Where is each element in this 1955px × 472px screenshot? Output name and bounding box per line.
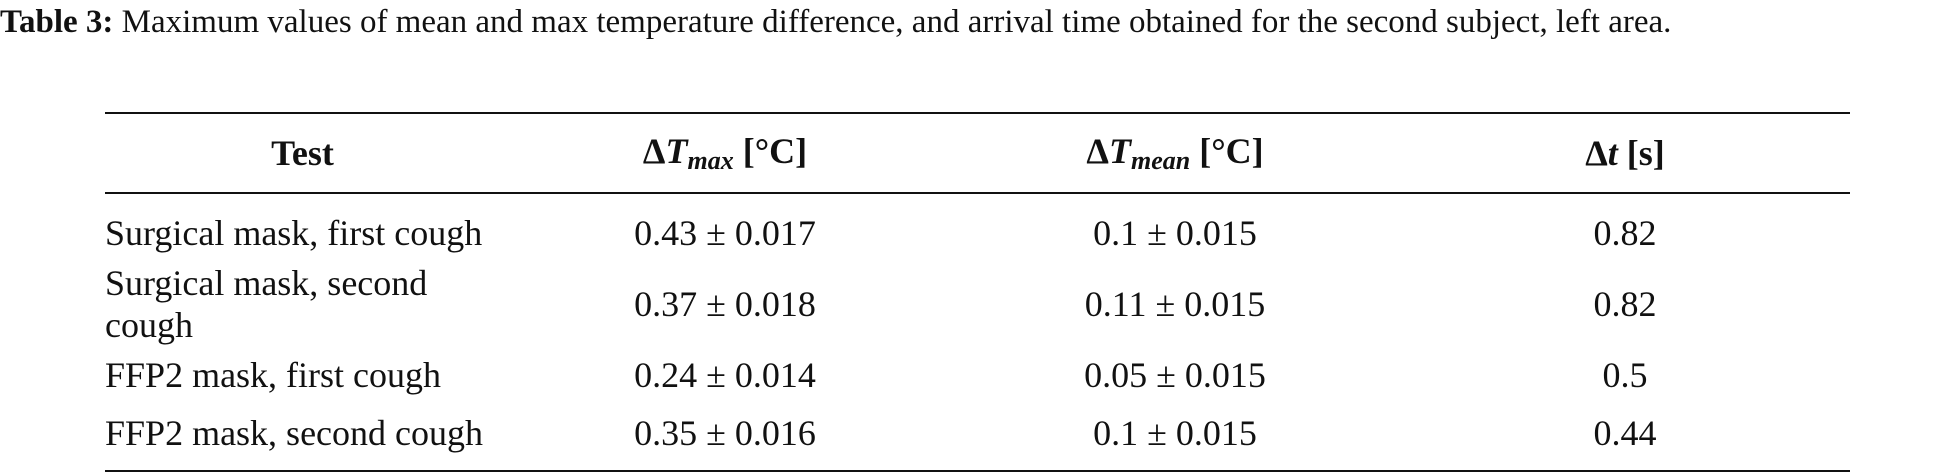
header-test: Test xyxy=(271,133,334,173)
cell-delta-t-max: 0.37 ± 0.018 xyxy=(634,284,816,324)
cell-delta-t-mean: 0.1 ± 0.015 xyxy=(1093,413,1257,453)
header-delta-time: Δt [s] xyxy=(1585,133,1665,173)
cell-delta-time: 0.82 xyxy=(1593,284,1657,324)
cell-test: Surgical mask, first cough xyxy=(105,213,483,253)
table-row: FFP2 mask, first cough 0.24 ± 0.014 0.05… xyxy=(105,346,1850,404)
cell-delta-time: 0.82 xyxy=(1593,213,1657,253)
cell-delta-time: 0.5 xyxy=(1602,355,1648,395)
caption-label: Table 3: xyxy=(0,4,114,40)
results-table: Test ΔTmax [°C] ΔTmean [°C] Δt [s] Surgi… xyxy=(105,112,1850,472)
cell-delta-t-mean: 0.11 ± 0.015 xyxy=(1084,284,1266,324)
cell-delta-t-max: 0.43 ± 0.017 xyxy=(634,213,816,253)
caption-text: Maximum values of mean and max temperatu… xyxy=(121,4,1672,40)
header-delta-t-mean: ΔTmean [°C] xyxy=(1086,131,1264,175)
cell-test: FFP2 mask, first cough xyxy=(105,355,442,395)
table-row: Surgical mask, first cough 0.43 ± 0.017 … xyxy=(105,193,1850,262)
cell-delta-t-max: 0.35 ± 0.016 xyxy=(634,413,816,453)
cell-test: FFP2 mask, second cough xyxy=(105,413,483,453)
cell-delta-t-max: 0.24 ± 0.014 xyxy=(634,355,816,395)
results-table-container: Test ΔTmax [°C] ΔTmean [°C] Δt [s] Surgi… xyxy=(105,112,1850,472)
cell-delta-t-mean: 0.1 ± 0.015 xyxy=(1093,213,1257,253)
table-caption: Table 3: Maximum values of mean and max … xyxy=(0,0,1955,44)
table-row: FFP2 mask, second cough 0.35 ± 0.016 0.1… xyxy=(105,404,1850,471)
cell-delta-time: 0.44 xyxy=(1593,413,1657,453)
cell-delta-t-mean: 0.05 ± 0.015 xyxy=(1084,355,1266,395)
cell-test: Surgical mask, second cough xyxy=(105,263,428,345)
table-row: Surgical mask, second cough 0.37 ± 0.018… xyxy=(105,262,1850,346)
header-delta-t-max: ΔTmax [°C] xyxy=(642,131,808,175)
header-row: Test ΔTmax [°C] ΔTmean [°C] Δt [s] xyxy=(105,113,1850,193)
